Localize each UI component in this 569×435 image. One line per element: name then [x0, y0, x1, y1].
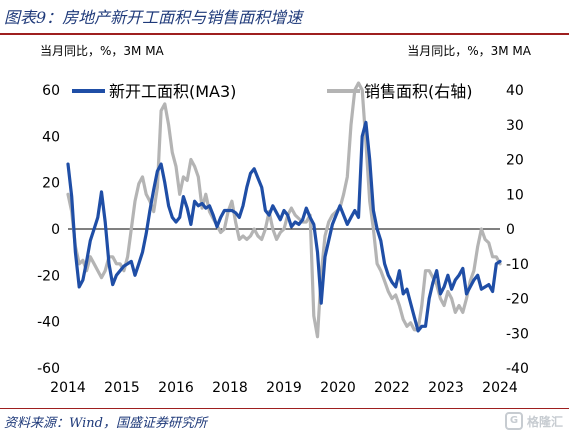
x-tick-label: 2014	[50, 380, 86, 396]
series-line-sales-area	[66, 81, 502, 339]
y-left-tick-label: 60	[42, 83, 60, 99]
x-tick-label: 2024	[482, 380, 518, 396]
y-right-tick-label: 10	[506, 187, 524, 203]
title-divider	[0, 33, 569, 35]
y-left-tick-label: 20	[42, 176, 60, 192]
y-right-tick-label: -20	[506, 292, 529, 308]
x-tick-label: 2019	[266, 380, 302, 396]
left-axis-unit: 当月同比，%，3M MA	[40, 44, 164, 58]
right-axis-unit: 当月同比，%，3M MA	[407, 44, 531, 58]
x-tick-label: 2018	[212, 380, 248, 396]
x-tick-label: 2022	[374, 380, 410, 396]
y-left-tick-label: -40	[37, 315, 60, 331]
legend-new-starts-label: 新开工面积(MA3)	[109, 82, 236, 101]
watermark-logo: G 格隆汇	[504, 411, 563, 431]
y-left-tick-label: 40	[42, 129, 60, 145]
watermark-text: 格隆汇	[526, 414, 563, 429]
legend-sales-area-label: 销售面积(右轴)	[364, 82, 473, 101]
chart-title: 图表9：房地产新开工面积与销售面积增速	[4, 8, 303, 27]
x-tick-label: 2015	[104, 380, 140, 396]
y-right-tick-label: -30	[506, 326, 529, 342]
y-right-tick-label: 20	[506, 153, 524, 169]
y-left-tick-label: -20	[37, 268, 60, 284]
y-left-tick-label: -60	[37, 361, 60, 377]
source-note: 资料来源：Wind，国盛证券研究所	[4, 416, 207, 431]
series-line-new-starts-area	[66, 120, 502, 333]
x-tick-label: 2023	[428, 380, 464, 396]
y-left-tick-label: 0	[51, 222, 60, 238]
x-tick-label: 2016	[158, 380, 194, 396]
watermark-icon: G	[504, 412, 523, 430]
source-divider	[0, 408, 569, 409]
y-right-tick-label: -40	[506, 361, 529, 377]
y-right-tick-label: 40	[506, 83, 524, 99]
y-right-tick-label: 30	[506, 118, 524, 134]
y-right-tick-label: -10	[506, 257, 529, 273]
y-right-tick-label: 0	[506, 222, 515, 238]
x-tick-label: 2020	[320, 380, 356, 396]
